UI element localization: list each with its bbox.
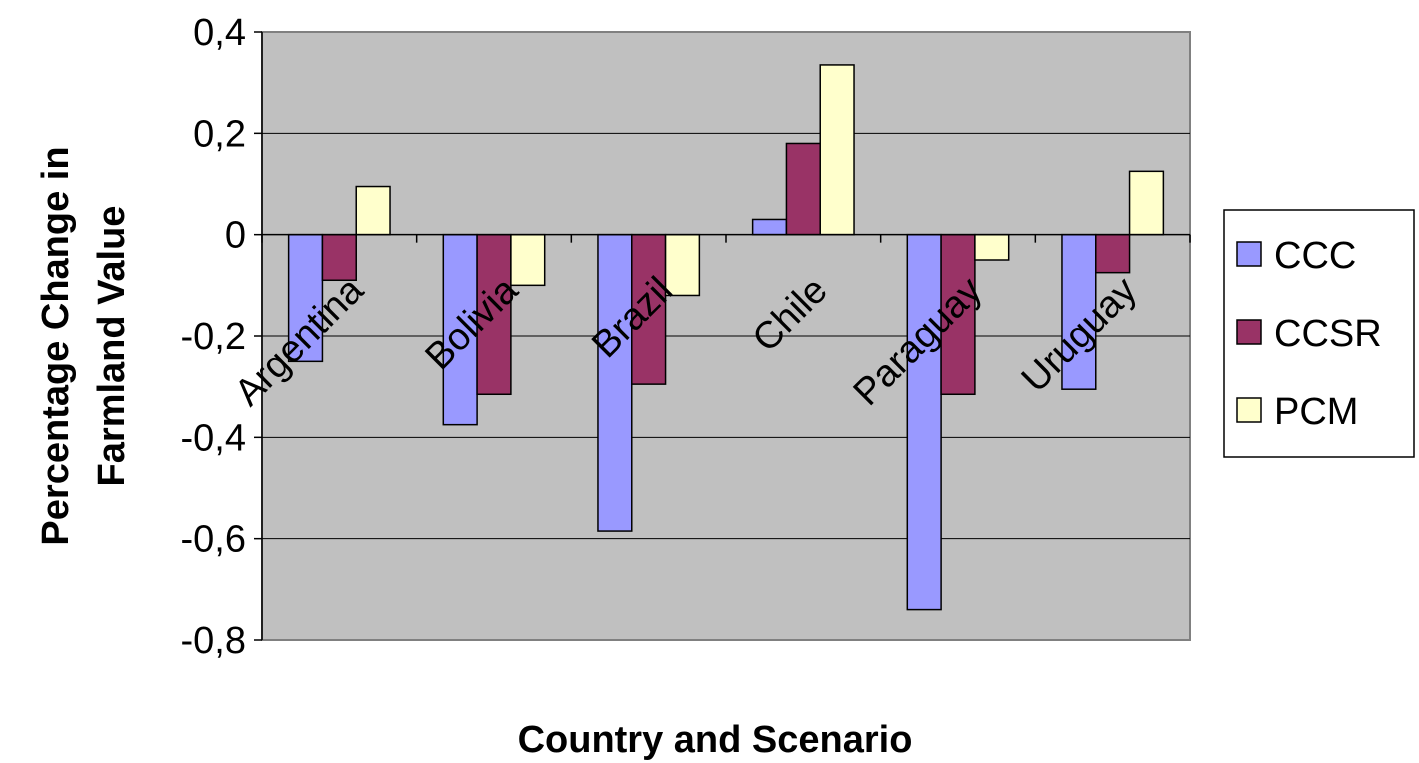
y-tick-label: 0	[225, 215, 246, 257]
axes	[254, 31, 1191, 641]
y-tick-label: -0,8	[181, 620, 246, 662]
bar-pcm-brazil	[664, 233, 701, 297]
y-tick-label: 0,4	[193, 12, 246, 54]
y-tick-labels: 0,4 0,2 0 -0,2 -0,4 -0,6 -0,8	[181, 12, 246, 662]
y-axis-title-line-2: Farmland Value	[91, 206, 133, 487]
y-axis-title: Percentage Change in Farmland Value	[35, 146, 133, 545]
x-axis-title: Country and Scenario	[518, 719, 913, 761]
y-tick-label: -0,4	[181, 417, 246, 459]
bar-pcm-uruguay	[1128, 170, 1165, 236]
bar-pcm-chile	[819, 64, 855, 236]
legend-label-ccc: CCC	[1274, 235, 1356, 277]
gridlines	[262, 132, 1190, 540]
bar-pcm-bolivia	[510, 233, 546, 287]
bar-ccc-uruguay	[1061, 233, 1097, 390]
legend-label-pcm: PCM	[1274, 391, 1358, 433]
y-tick-label: -0,2	[181, 316, 246, 358]
bar-ccsr-uruguay	[1095, 233, 1131, 274]
bar-pcm-paraguay	[974, 233, 1010, 261]
bar-ccsr-paraguay	[940, 233, 976, 396]
bar-ccsr-chile	[785, 142, 821, 236]
y-axis-title-line-1: Percentage Change in	[35, 146, 77, 545]
legend-swatch-pcm	[1236, 397, 1262, 423]
legend: CCC CCSR PCM	[1223, 209, 1415, 458]
bar-ccsr-argentina	[321, 233, 357, 282]
bar-ccc-paraguay	[906, 233, 942, 611]
bar-ccsr-bolivia	[476, 233, 512, 396]
legend-swatch-ccsr	[1236, 319, 1262, 345]
bar-ccc-argentina	[287, 233, 324, 363]
y-tick-label: 0,2	[193, 113, 246, 155]
bar-ccsr-brazil	[631, 233, 667, 385]
bar-ccc-chile	[751, 218, 788, 236]
bar-pcm-argentina	[355, 185, 391, 236]
bars	[287, 64, 1165, 611]
y-tick-label: -0,6	[181, 519, 246, 561]
legend-label-ccsr: CCSR	[1274, 313, 1382, 355]
legend-swatch-ccc	[1236, 241, 1262, 267]
bar-ccc-brazil	[597, 233, 633, 532]
